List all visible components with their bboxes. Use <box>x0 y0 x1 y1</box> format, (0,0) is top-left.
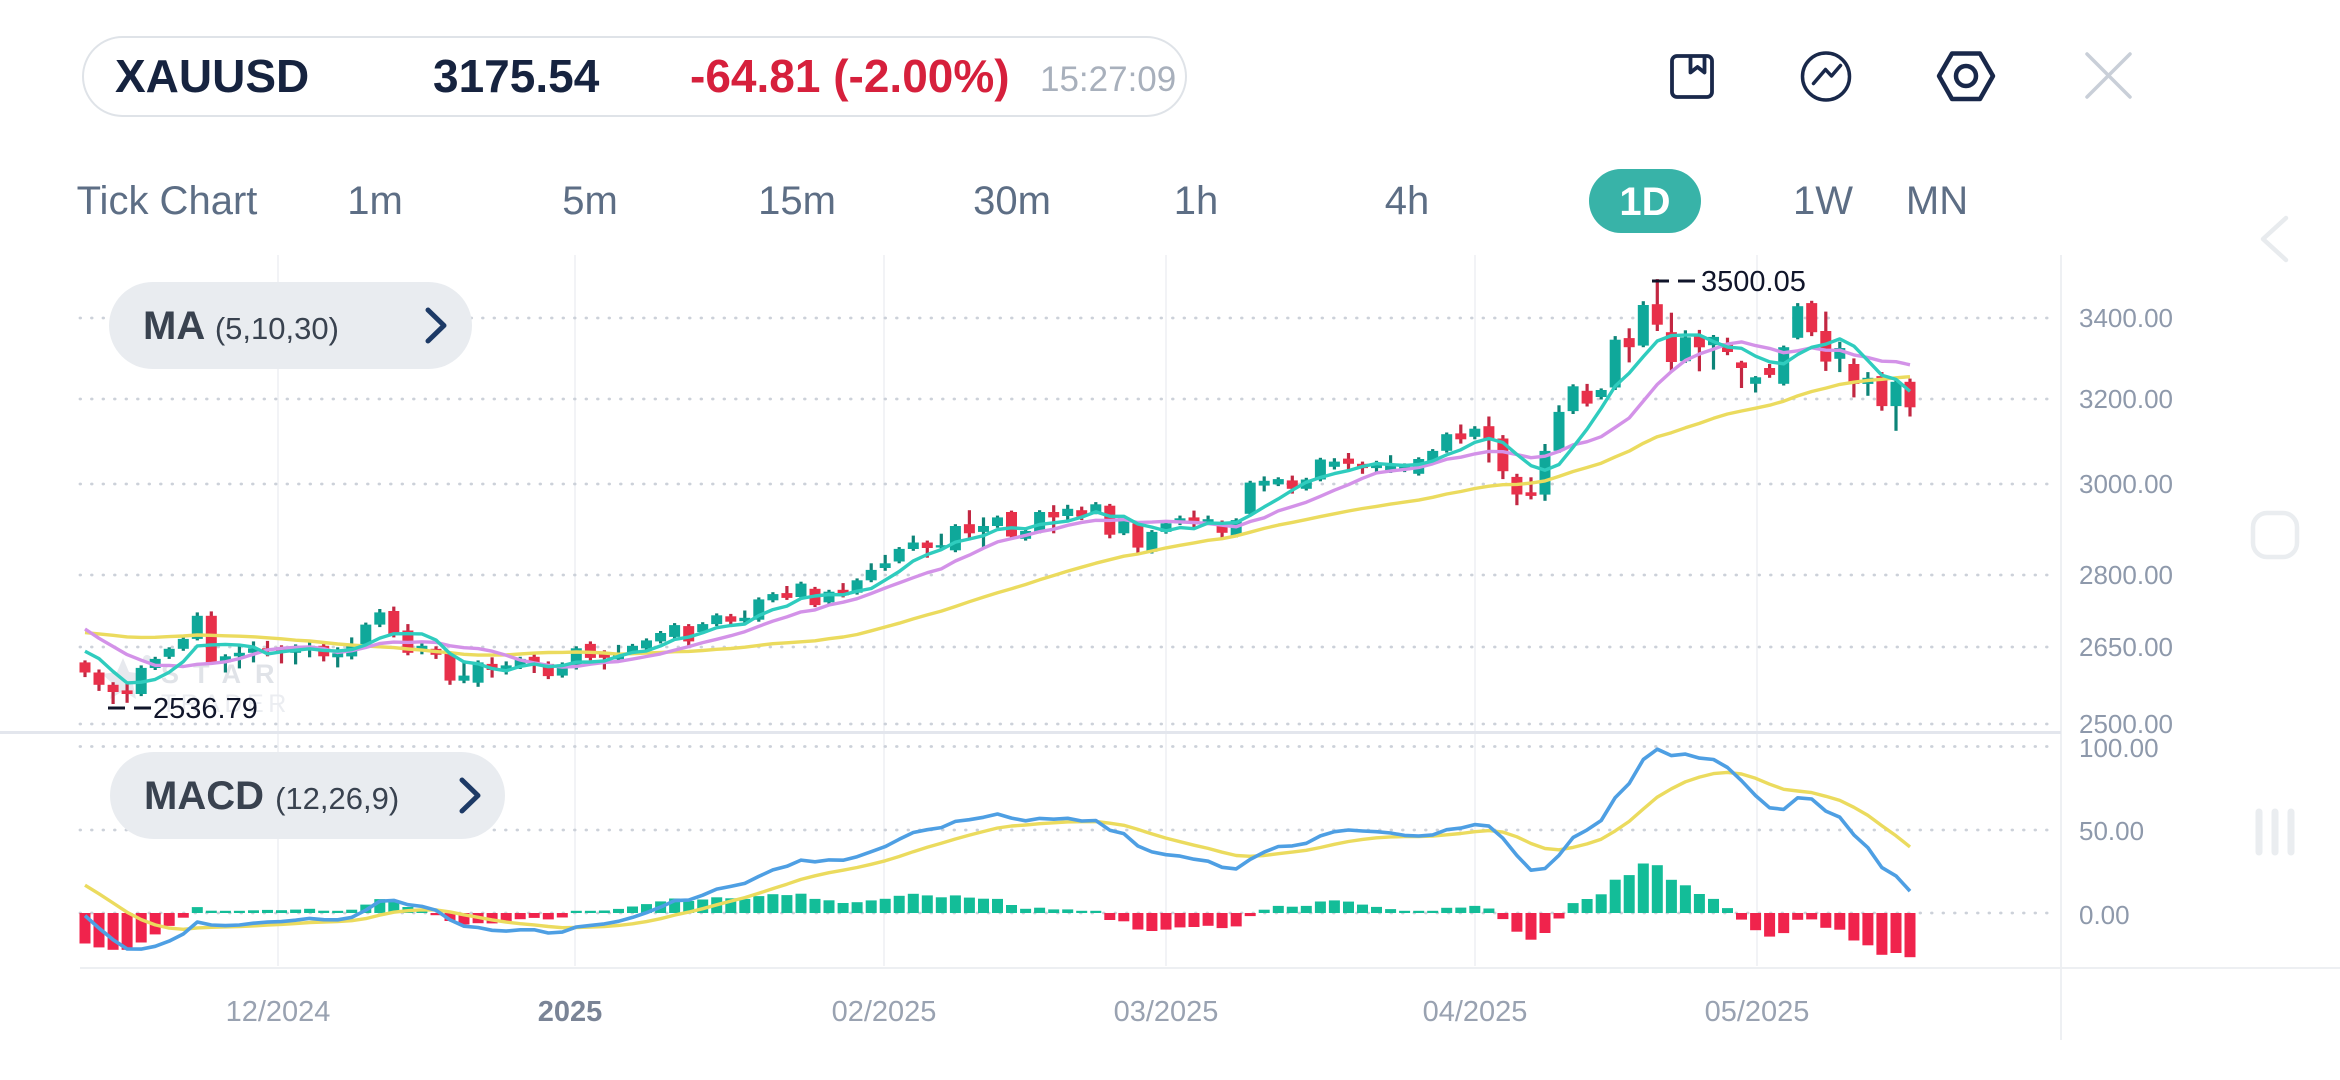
svg-text:1W: 1W <box>1793 179 1853 223</box>
svg-text:100.00: 100.00 <box>2079 733 2159 763</box>
svg-text:3000.00: 3000.00 <box>2079 469 2173 499</box>
svg-text:1D: 1D <box>1619 180 1670 224</box>
svg-text:2500.00: 2500.00 <box>2079 709 2173 739</box>
svg-text:2800.00: 2800.00 <box>2079 560 2173 590</box>
svg-text:3175.54: 3175.54 <box>433 50 600 102</box>
svg-text:TRADER: TRADER <box>161 690 291 718</box>
svg-text:15:27:09: 15:27:09 <box>1040 60 1176 99</box>
svg-text:50.00: 50.00 <box>2079 816 2144 846</box>
svg-text:0.00: 0.00 <box>2079 900 2130 930</box>
svg-text:MN: MN <box>1906 179 1968 223</box>
svg-text:4h: 4h <box>1385 179 1430 223</box>
svg-text:2650.00: 2650.00 <box>2079 632 2173 662</box>
svg-text:-64.81 (-2.00%): -64.81 (-2.00%) <box>690 50 1010 102</box>
svg-text:2536.79: 2536.79 <box>153 693 258 725</box>
svg-text:Tick Chart: Tick Chart <box>77 179 258 223</box>
svg-text:3200.00: 3200.00 <box>2079 384 2173 414</box>
svg-text:12/2024: 12/2024 <box>226 996 331 1028</box>
svg-text:XAUUSD: XAUUSD <box>115 50 309 102</box>
svg-text:5m: 5m <box>562 179 618 223</box>
svg-text:30m: 30m <box>973 179 1051 223</box>
svg-text:04/2025: 04/2025 <box>1423 996 1528 1028</box>
svg-text:02/2025: 02/2025 <box>832 996 937 1028</box>
svg-text:1h: 1h <box>1174 179 1219 223</box>
svg-text:MA (5,10,30): MA (5,10,30) <box>143 304 339 348</box>
svg-text:05/2025: 05/2025 <box>1705 996 1810 1028</box>
svg-text:03/2025: 03/2025 <box>1114 996 1219 1028</box>
svg-text:2025: 2025 <box>538 996 603 1028</box>
svg-text:15m: 15m <box>758 179 836 223</box>
svg-text:MACD (12,26,9): MACD (12,26,9) <box>144 774 399 818</box>
svg-text:3500.05: 3500.05 <box>1701 266 1806 298</box>
svg-text:3400.00: 3400.00 <box>2079 303 2173 333</box>
svg-text:1m: 1m <box>347 179 403 223</box>
